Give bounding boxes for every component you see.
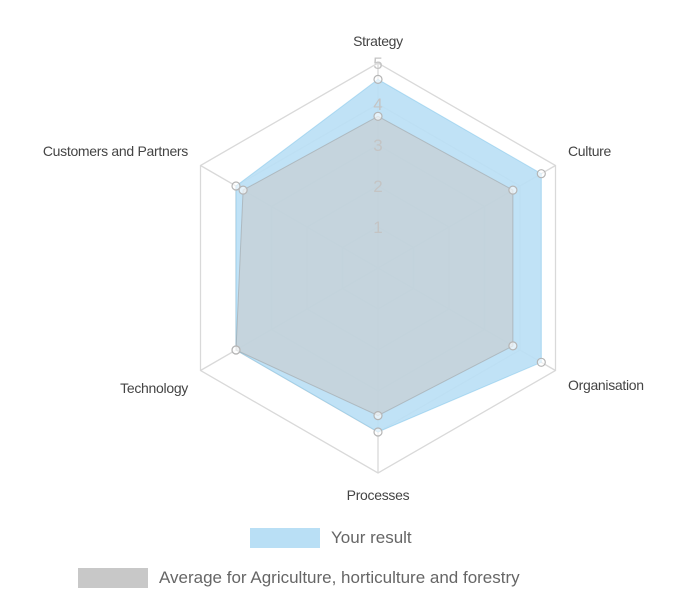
data-point-your-result-culture — [536, 169, 546, 179]
data-point-sector-average-strategy — [373, 111, 383, 121]
tick-label-3: 3 — [373, 136, 382, 155]
radial-tick-labels: 1 2 3 4 5 — [373, 54, 382, 237]
tick-label-2: 2 — [373, 177, 382, 196]
axis-label-customers-and-partners: Customers and Partners — [43, 143, 188, 159]
axis-label-organisation: Organisation — [568, 377, 644, 393]
axis-label-culture: Culture — [568, 143, 612, 159]
tick-label-5: 5 — [373, 54, 382, 73]
axis-label-processes: Processes — [347, 487, 410, 503]
tick-label-4: 4 — [373, 95, 382, 114]
legend-swatch-your-result — [250, 528, 320, 548]
data-point-sector-average-organisation — [508, 341, 518, 351]
axis-label-technology: Technology — [120, 380, 188, 396]
axis-label-strategy: Strategy — [353, 33, 403, 49]
legend-label-your-result: Your result — [331, 528, 412, 547]
data-point-sector-average-processes — [373, 411, 383, 421]
data-point-your-result-processes — [373, 427, 383, 437]
legend-item-sector-average[interactable]: Average for Agriculture, horticulture an… — [0, 565, 674, 591]
axis-labels: Strategy Culture Organisation Processes … — [43, 33, 644, 503]
tick-label-1: 1 — [373, 218, 382, 237]
data-point-your-result-customers-and-partners — [231, 181, 241, 191]
data-point-sector-average-customers-and-partners — [238, 185, 248, 195]
data-point-sector-average-culture — [508, 185, 518, 195]
data-point-your-result-strategy — [373, 74, 383, 85]
data-point-your-result-organisation — [536, 357, 546, 367]
legend-item-your-result[interactable]: Your result — [0, 525, 674, 551]
data-point-sector-average-technology — [231, 345, 241, 355]
legend-swatch-sector-average — [78, 568, 148, 588]
legend-label-sector-average: Average for Agriculture, horticulture an… — [159, 568, 520, 587]
radar-series — [231, 74, 546, 437]
